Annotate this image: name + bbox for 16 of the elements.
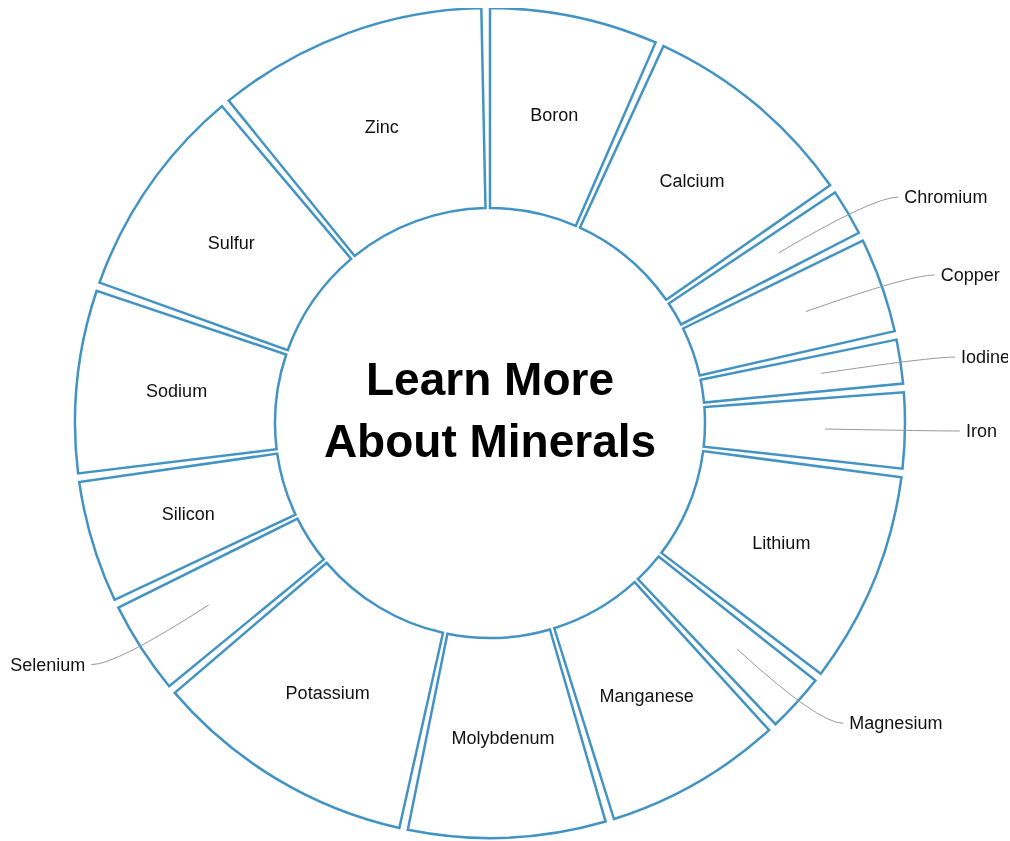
slice-label: Iron	[965, 421, 997, 441]
slice-label: Chromium	[904, 187, 988, 208]
slice-label: Sodium	[146, 381, 208, 402]
slice-label: Zinc	[364, 117, 399, 138]
slice-label: Calcium	[659, 171, 725, 192]
text: Learn More About Minerals	[322, 352, 658, 469]
slice-label: Silicon	[161, 503, 215, 524]
slice-label: Molybdenum	[451, 727, 555, 748]
slice-label: Copper	[940, 264, 1000, 285]
slice-label: Boron	[530, 104, 579, 125]
slice-label: Selenium	[10, 654, 86, 675]
slice-label: Manganese	[599, 686, 694, 707]
slice-label: Sulfur	[207, 233, 255, 254]
slice-label: Lithium	[752, 532, 811, 553]
slice-label: Potassium	[285, 682, 370, 703]
slice-label: Magnesium	[849, 713, 943, 734]
